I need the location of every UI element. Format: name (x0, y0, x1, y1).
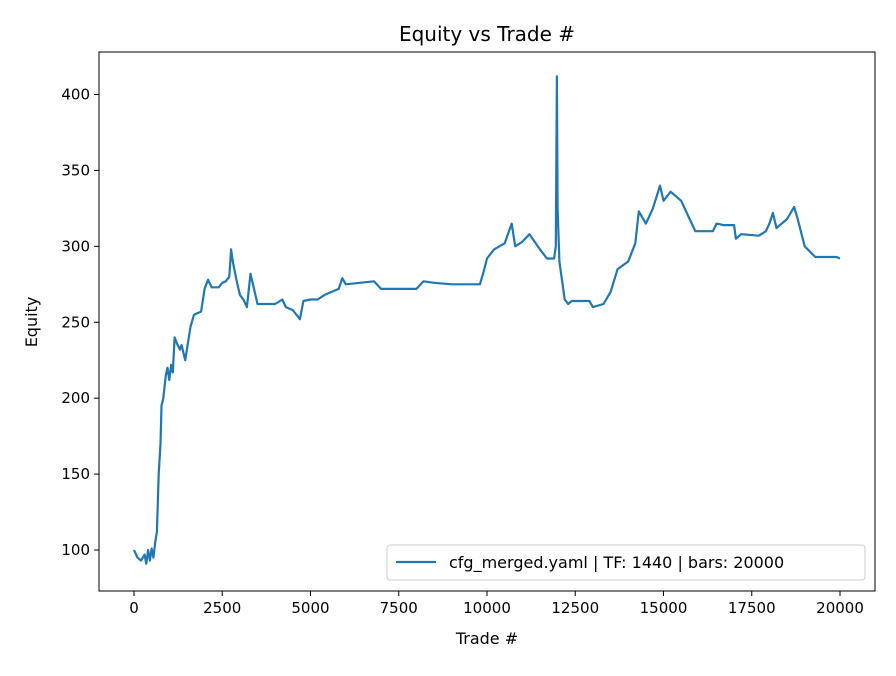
y-tick-label: 350 (61, 161, 90, 179)
y-tick-label: 200 (61, 389, 90, 407)
x-tick-label: 15000 (640, 599, 688, 617)
y-tick-label: 300 (61, 237, 90, 255)
legend-label: cfg_merged.yaml | TF: 1440 | bars: 20000 (449, 553, 784, 573)
x-tick-label: 10000 (463, 599, 511, 617)
axis-ticks: 0 2500 5000 7500 10000 12500 15000 17500 20000 10… (61, 86, 864, 617)
x-tick-label: 17500 (728, 599, 776, 617)
x-tick-label: 5000 (291, 599, 329, 617)
plot-area (133, 75, 841, 565)
x-tick-label: 20000 (816, 599, 864, 617)
x-tick-label: 2500 (203, 599, 241, 617)
chart-title: Equity vs Trade # (399, 22, 575, 46)
x-tick-label: 12500 (551, 599, 599, 617)
axes-frame (98, 51, 876, 592)
x-tick-label: 7500 (380, 599, 418, 617)
y-tick-label: 250 (61, 313, 90, 331)
legend-box (386, 544, 866, 581)
y-axis-label: Equity (22, 297, 41, 348)
x-tick-label: 0 (129, 599, 139, 617)
x-axis-label: Trade # (455, 629, 518, 648)
legend: cfg_merged.yaml | TF: 1440 | bars: 20000 (386, 544, 866, 581)
y-tick-label: 150 (61, 465, 90, 483)
y-tick-label: 400 (61, 86, 90, 104)
y-tick-label: 100 (61, 541, 90, 559)
series-line-0 (133, 75, 841, 565)
